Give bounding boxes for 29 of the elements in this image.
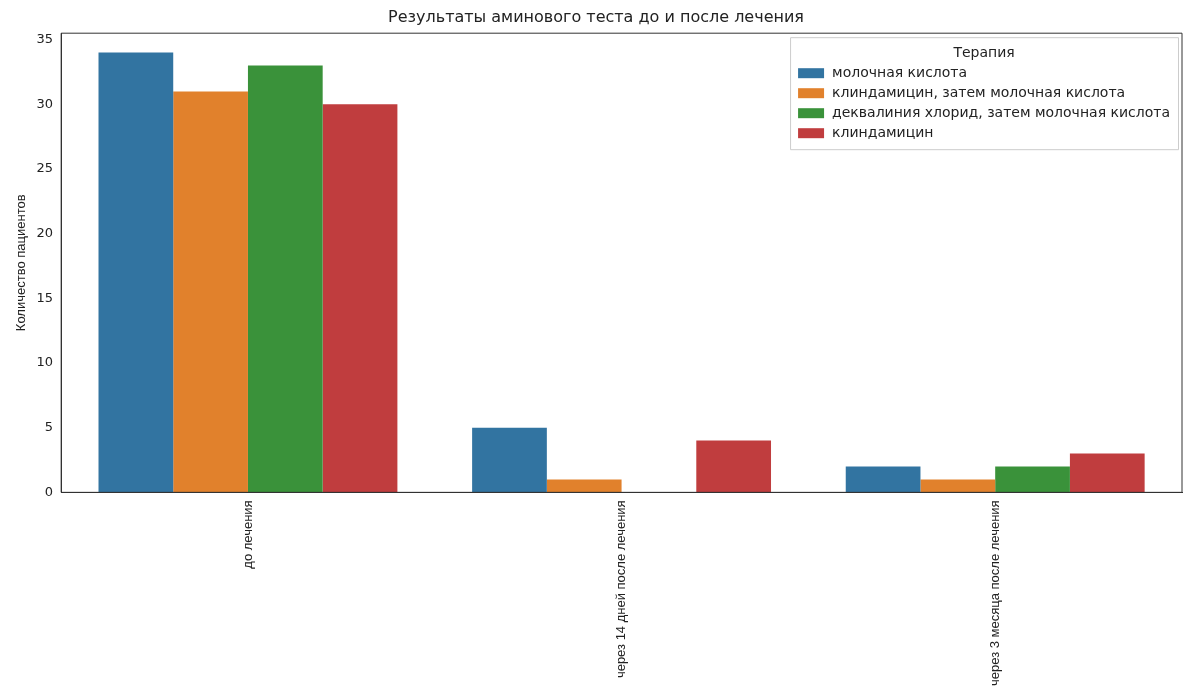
y-tick-label: 25 — [36, 160, 54, 176]
chart-title: Результаты аминового теста до и после лечения — [388, 6, 804, 26]
y-tick-label: 10 — [36, 354, 54, 370]
x-tick-label: через 14 дней после лечения — [613, 500, 629, 679]
bar — [173, 91, 248, 493]
bar — [472, 427, 547, 493]
bar — [546, 479, 622, 493]
legend-label: клиндамицин, затем молочная кислота — [832, 83, 1126, 100]
legend-label: молочная кислота — [832, 63, 968, 80]
bar — [696, 440, 772, 493]
y-tick-label: 15 — [36, 289, 54, 305]
y-axis-title: Количество пациентов — [13, 194, 29, 332]
bar — [845, 466, 921, 493]
bar — [1069, 453, 1145, 493]
bar — [322, 104, 398, 493]
bar — [247, 65, 323, 493]
legend-label: клиндамицин — [832, 123, 934, 140]
bar — [98, 52, 174, 493]
y-tick-label: 20 — [36, 225, 54, 241]
bar — [995, 466, 1070, 493]
bar — [920, 479, 996, 493]
y-tick-label: 5 — [44, 419, 54, 435]
legend-title: Терапия — [952, 43, 1015, 60]
y-tick-label: 35 — [36, 31, 54, 47]
x-tick-label: через 3 месяца после лечения — [986, 500, 1002, 687]
y-tick-label: 0 — [44, 483, 54, 499]
y-tick-label: 30 — [36, 95, 54, 111]
legend-label: деквалиния хлорид, затем молочная кислота — [832, 103, 1170, 120]
x-tick-label: до лечения — [239, 500, 255, 569]
